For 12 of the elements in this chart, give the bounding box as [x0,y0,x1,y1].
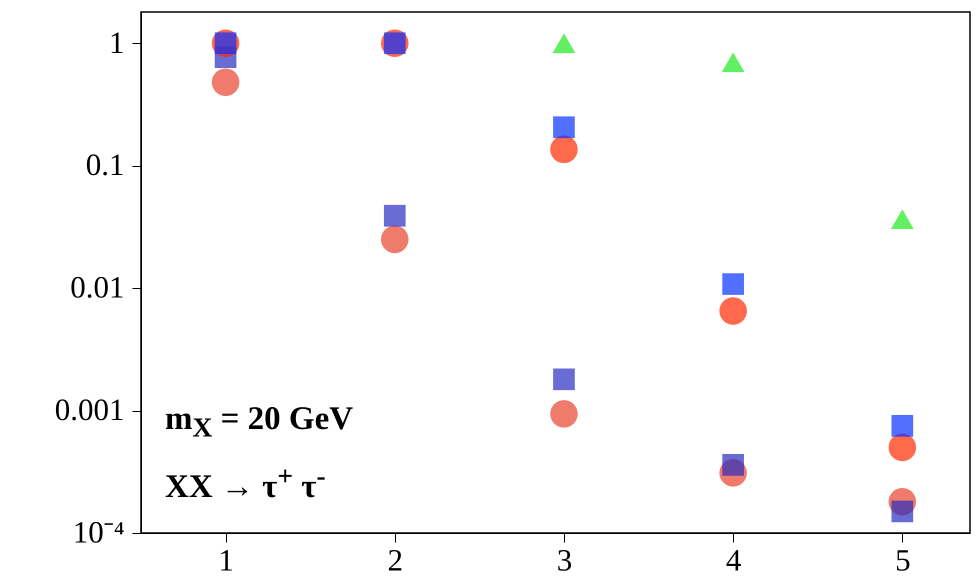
y-tick-label: 10⁻⁴ [72,514,124,550]
x-tick-label: 5 [895,542,911,578]
y-tick-label: 0.001 [54,392,124,428]
x-tick-label: 4 [726,542,742,578]
x-tick-label: 3 [556,542,572,578]
annotation: m$_{X}$ = 20 GeV [165,400,354,445]
y-tick-label: 0.01 [70,270,124,305]
x-tick-label: 1 [218,542,234,578]
y-tick-label: 1 [109,24,124,60]
y-tick-label: 0.1 [86,147,124,182]
annotation: XX → τ$^{+}$ τ$^{-}$ [165,458,327,507]
x-tick-label: 2 [388,542,404,578]
